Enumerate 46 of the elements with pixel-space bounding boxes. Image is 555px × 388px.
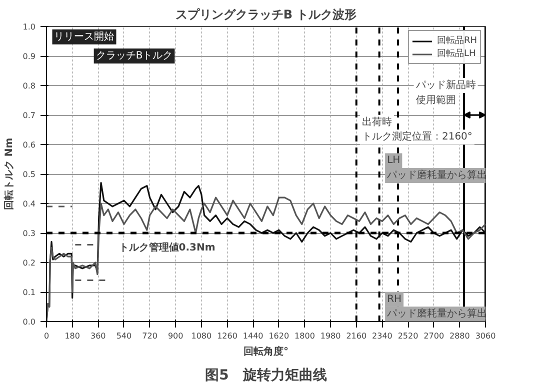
x-tick-label: 2700 (424, 332, 444, 340)
annotation: パッド磨耗量から算出 (386, 168, 488, 181)
x-tick-label: 3060 (475, 332, 496, 340)
x-tick-label: 2520 (398, 332, 418, 340)
x-tick-label: 1080 (191, 332, 212, 340)
annotation: クラッチBトルク (96, 50, 173, 62)
x-axis-title: 回転角度° (244, 346, 288, 358)
x-tick-label: 180 (64, 332, 80, 340)
x-tick-label: 1620 (268, 332, 290, 340)
annotation: 出荷時 (362, 116, 392, 128)
annotation: 使用範囲 (416, 94, 456, 106)
annotation: LH (387, 155, 400, 166)
y-axis-title: 回転トルク Nm (2, 138, 15, 210)
y-tick-label: 0.6 (22, 140, 36, 150)
y-tick-label: 0.0 (22, 318, 36, 326)
x-tick-label: 1260 (217, 332, 238, 340)
x-tick-label: 2160 (346, 332, 367, 340)
y-tick-label: 0.3 (22, 229, 36, 238)
x-tick-label: 720 (142, 332, 158, 340)
x-tick-label: 1980 (320, 332, 341, 340)
y-tick-label: 0.2 (22, 258, 36, 268)
annotation: パッド新品時 (414, 79, 476, 91)
y-tick-label: 0.4 (22, 200, 36, 208)
legend-label: 回転品LH (436, 48, 476, 60)
x-tick-label: 1800 (294, 332, 315, 340)
annotation: リリース開始 (54, 31, 114, 42)
legend-label: 回転品RH (436, 34, 477, 47)
y-tick-label: 1.0 (22, 22, 36, 32)
y-tick-label: 0.5 (22, 170, 36, 179)
x-tick-label: 2880 (449, 332, 470, 340)
x-tick-label: 2340 (372, 332, 392, 340)
annotation: パッド磨耗量から算出 (386, 308, 488, 320)
x-tick-label: 540 (116, 332, 132, 340)
x-tick-label: 360 (90, 332, 106, 340)
y-tick-label: 0.7 (22, 111, 36, 120)
x-tick-label: 0 (44, 332, 50, 340)
caption: 图5 旋转力矩曲线 (205, 368, 327, 384)
annotation: RH (387, 294, 402, 305)
annotation: トルク測定位置：2160° (362, 130, 472, 143)
x-tick-label: 900 (168, 332, 184, 340)
annotation: トルク管理値0.3Nm (118, 241, 216, 254)
y-tick-label: 0.9 (22, 52, 36, 61)
chart-title: スプリングクラッチB トルク波形 (175, 8, 357, 22)
x-tick-label: 1440 (242, 332, 264, 340)
y-tick-label: 0.1 (22, 288, 36, 297)
y-tick-label: 0.8 (22, 82, 36, 90)
